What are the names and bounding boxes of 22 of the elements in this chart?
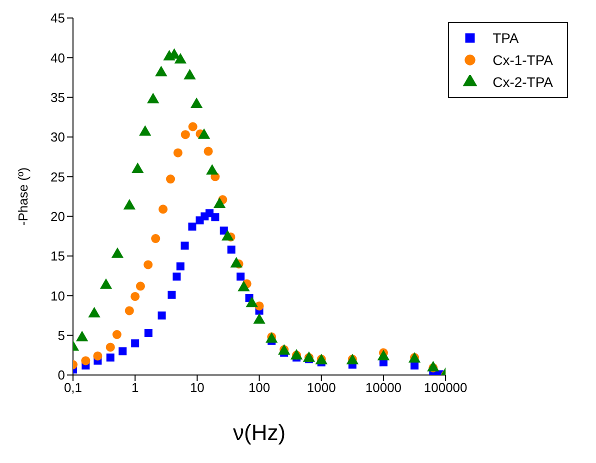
x-tick-label: 1000 — [306, 380, 336, 396]
y-tick-label: 25 — [50, 169, 65, 184]
x-tick-label: 1 — [131, 380, 139, 396]
y-tick-label: 10 — [50, 288, 65, 304]
y-tick-label: 40 — [50, 50, 65, 66]
y-axis-title: -Phase (º) — [16, 167, 31, 226]
y-tick-label: 45 — [50, 10, 65, 26]
y-tick-label: 20 — [50, 208, 65, 224]
y-tick-label: 15 — [50, 248, 65, 264]
x-tick-label: 10000 — [365, 380, 402, 396]
x-tick-label: 10 — [190, 380, 204, 396]
x-tick-label: 0,1 — [64, 380, 82, 396]
x-axis-title: ν(Hz) — [233, 420, 286, 445]
legend-label: Cx-1-TPA — [492, 52, 553, 68]
y-tick-label: 30 — [50, 130, 65, 145]
y-tick-label: 0 — [58, 368, 65, 383]
legend-label: Cx-2-TPA — [492, 74, 553, 90]
y-tick-label: 35 — [50, 90, 65, 105]
y-tick-label: 5 — [58, 328, 65, 343]
x-tick-label: 100000 — [424, 380, 468, 396]
x-tick-label: 100 — [248, 380, 270, 396]
legend-label: TPA — [492, 30, 519, 46]
